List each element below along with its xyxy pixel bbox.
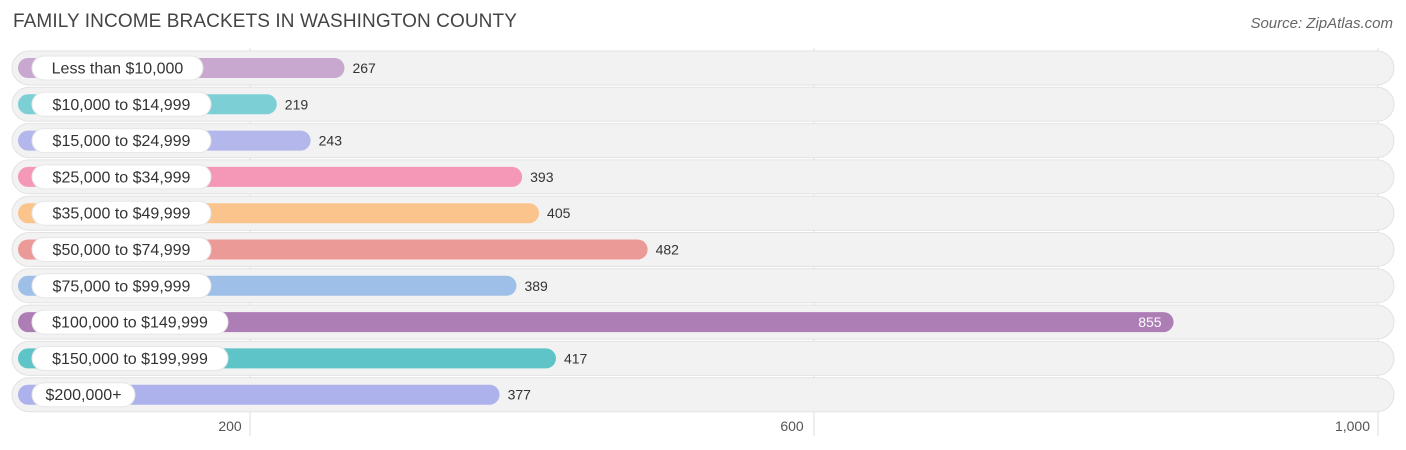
category-label-pill xyxy=(31,200,212,226)
value-label: 417 xyxy=(564,350,588,366)
bar-row: $35,000 to $49,999 405 xyxy=(11,195,1395,231)
value-label: 405 xyxy=(547,205,571,221)
category-label: $100,000 to $149,999 xyxy=(52,315,208,332)
source-note: Source: ZipAtlas.com xyxy=(1250,15,1393,32)
bar-row: $15,000 to $24,999 243 xyxy=(11,123,1395,159)
category-label: $25,000 to $34,999 xyxy=(53,169,191,186)
category-label-pill xyxy=(31,91,212,117)
bar-track xyxy=(11,123,1395,159)
bar-row: $75,000 to $99,999 389 xyxy=(11,268,1395,304)
value-label: 219 xyxy=(285,96,309,112)
category-label: $200,000+ xyxy=(45,387,121,404)
value-label: 855 xyxy=(1138,314,1162,330)
value-label: 393 xyxy=(530,169,554,185)
bar-track xyxy=(11,86,1395,122)
value-label: 243 xyxy=(319,133,343,149)
value-label: 267 xyxy=(352,60,376,76)
category-label-pill xyxy=(31,237,212,262)
category-label: $10,000 to $14,999 xyxy=(53,97,191,114)
x-tick-label: 1,000 xyxy=(1335,418,1370,434)
category-label: Less than $10,000 xyxy=(52,61,184,78)
value-label: 389 xyxy=(524,278,548,294)
x-tick-label: 600 xyxy=(780,418,804,434)
bar-row: $10,000 to $14,999 219 xyxy=(11,86,1395,122)
category-label-pill xyxy=(31,309,229,335)
category-label: $35,000 to $49,999 xyxy=(53,206,191,223)
category-label: $50,000 to $74,999 xyxy=(53,242,191,259)
category-label: $15,000 to $24,999 xyxy=(53,133,191,150)
category-label-pill xyxy=(31,128,212,154)
value-label: 377 xyxy=(508,387,532,403)
bar-row: $100,000 to $149,999 855 xyxy=(11,304,1395,340)
category-label-pill xyxy=(31,55,204,81)
bar-row: Less than $10,000 267 xyxy=(11,50,1395,86)
x-tick-label: 200 xyxy=(218,418,242,434)
bar-track xyxy=(11,50,1395,86)
value-label: 482 xyxy=(656,242,680,258)
bar-row: $200,000+ 377 xyxy=(11,377,1395,413)
category-label-pill xyxy=(31,273,212,299)
bar-row: $50,000 to $74,999 482 xyxy=(11,232,1395,267)
category-label-pill xyxy=(31,164,212,190)
category-label: $75,000 to $99,999 xyxy=(53,278,191,295)
category-label-pill xyxy=(31,345,229,371)
category-label-pill xyxy=(31,382,136,408)
bar xyxy=(18,384,500,405)
bar xyxy=(18,312,1174,333)
chart-title: FAMILY INCOME BRACKETS IN WASHINGTON COU… xyxy=(13,11,517,32)
bar-row: $150,000 to $199,999 417 xyxy=(11,340,1395,376)
bar-row: $25,000 to $34,999 393 xyxy=(11,159,1395,195)
category-label: $150,000 to $199,999 xyxy=(52,351,208,368)
